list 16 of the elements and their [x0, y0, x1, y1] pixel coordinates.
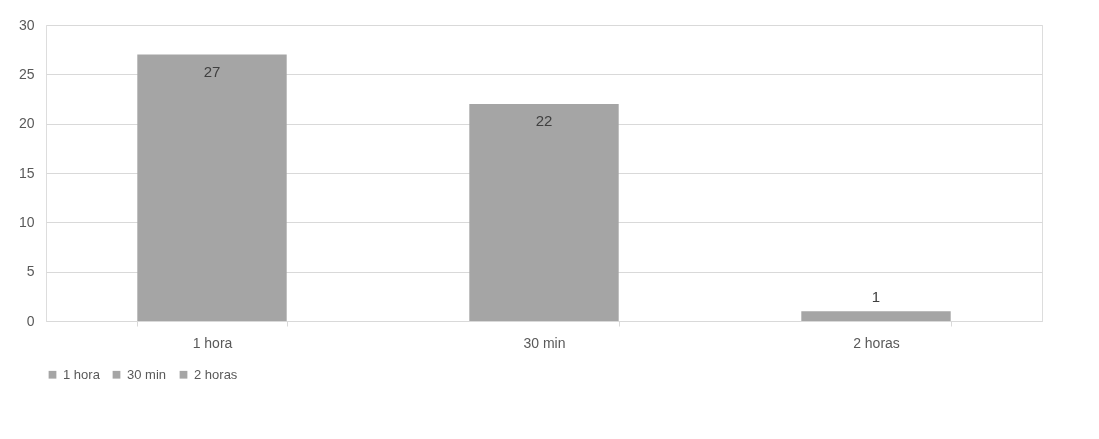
y-tick-label: 5 — [26, 263, 35, 280]
x-tick-label: 30 min — [523, 334, 566, 351]
data-label: 27 — [203, 62, 221, 80]
y-tick-label: 25 — [18, 65, 35, 82]
legend-label: 2 horas — [194, 366, 238, 382]
legend-label: 1 hora — [63, 366, 101, 382]
y-tick-label: 15 — [18, 164, 35, 181]
legend-label: 30 min — [127, 366, 167, 382]
data-label: 1 — [871, 288, 881, 306]
y-tick-label: 0 — [26, 312, 35, 329]
y-tick-label: 10 — [18, 213, 35, 230]
y-tick-label: 20 — [18, 115, 35, 132]
y-tick-label: 30 — [18, 16, 35, 33]
data-label: 22 — [535, 111, 553, 129]
x-tick-label: 1 hora — [192, 334, 233, 351]
x-tick-label: 2 horas — [853, 334, 900, 351]
